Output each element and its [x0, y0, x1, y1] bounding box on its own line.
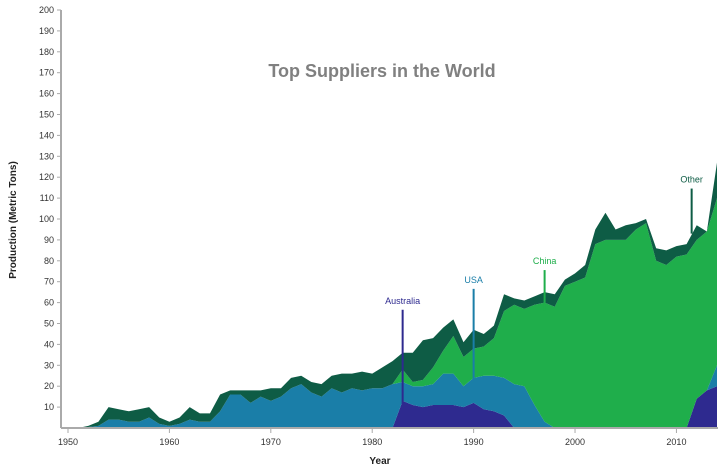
x-axis-ticks: 1950 1960 1970 1980 1990 2000 2010: [58, 428, 686, 447]
area-china: [78, 198, 717, 428]
y-tick-label: 180: [39, 47, 54, 57]
y-tick-label: 80: [44, 256, 54, 266]
y-tick-label: 40: [44, 339, 54, 349]
x-tick-label: 2000: [565, 437, 585, 447]
y-tick-label: 50: [44, 319, 54, 329]
area-other: [78, 162, 717, 428]
y-tick-label: 60: [44, 298, 54, 308]
y-tick-label: 140: [39, 130, 54, 140]
x-tick-label: 1980: [362, 437, 382, 447]
x-tick-label: 2010: [666, 437, 686, 447]
x-tick-label: 1960: [159, 437, 179, 447]
y-tick-label: 200: [39, 5, 54, 15]
y-tick-label: 170: [39, 68, 54, 78]
y-tick-label: 190: [39, 26, 54, 36]
callout-label-china: China: [533, 256, 557, 266]
x-tick-label: 1950: [58, 437, 78, 447]
y-tick-label: 30: [44, 360, 54, 370]
y-tick-label: 70: [44, 277, 54, 287]
x-tick-label: 1970: [261, 437, 281, 447]
areas-layer: [78, 162, 717, 428]
callouts-layer: Australia USA China Other: [385, 175, 703, 410]
callout-label-australia: Australia: [385, 296, 420, 306]
y-tick-label: 100: [39, 214, 54, 224]
y-tick-label: 90: [44, 235, 54, 245]
y-axis-title: Production (Metric Tons): [8, 161, 19, 279]
y-tick-label: 160: [39, 89, 54, 99]
callout-label-other: Other: [680, 175, 703, 185]
area-australia: [78, 386, 717, 428]
area-usa: [78, 365, 717, 428]
y-tick-label: 120: [39, 172, 54, 182]
y-tick-label: 20: [44, 381, 54, 391]
y-tick-label: 130: [39, 151, 54, 161]
y-tick-label: 150: [39, 110, 54, 120]
y-axis-ticks: 10 20 30 40 50 60 70 80 90 100 110 120 130 140 150 160 1…: [39, 5, 61, 412]
y-tick-label: 10: [44, 402, 54, 412]
y-tick-label: 110: [40, 193, 54, 203]
callout-label-usa: USA: [464, 275, 483, 285]
x-axis-title: Year: [369, 456, 390, 467]
chart-title: Top Suppliers in the World: [268, 61, 495, 81]
x-tick-label: 1990: [464, 437, 484, 447]
